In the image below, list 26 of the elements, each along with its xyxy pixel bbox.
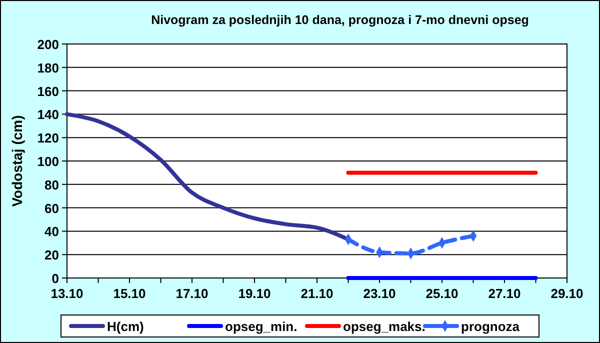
y-tick-label: 120 xyxy=(37,130,59,146)
legend-label: opseg_min. xyxy=(225,319,298,334)
y-tick-label: 60 xyxy=(44,200,59,216)
chart-title: Nivogram za poslednjih 10 dana, prognoza i 7-mo dnevni opseg xyxy=(151,13,529,27)
legend-label: prognoza xyxy=(461,319,520,334)
x-tick-label: 23.10 xyxy=(363,286,396,301)
y-tick-label: 180 xyxy=(37,60,59,76)
y-tick-label: 100 xyxy=(37,154,59,169)
y-tick-label: 20 xyxy=(44,248,59,263)
x-tick-label: 13.10 xyxy=(50,286,84,301)
y-tick-label: 140 xyxy=(37,107,59,122)
x-tick-label: 27.10 xyxy=(488,286,521,301)
y-tick-label: 40 xyxy=(44,224,59,240)
x-tick-label: 25.10 xyxy=(426,286,458,301)
legend-label: H(cm) xyxy=(107,319,144,334)
y-tick-label: 200 xyxy=(37,37,59,52)
x-tick-label: 29.10 xyxy=(550,286,584,301)
x-tick-label: 15.10 xyxy=(113,286,146,301)
x-tick-label: 19.10 xyxy=(238,286,271,301)
y-tick-label: 0 xyxy=(52,271,59,286)
y-tick-label: 80 xyxy=(44,177,59,192)
y-tick-label: 160 xyxy=(37,84,59,99)
x-tick-label: 21.10 xyxy=(300,286,334,301)
x-tick-label: 17.10 xyxy=(176,286,208,301)
legend-label: opseg_maks. xyxy=(343,319,426,334)
y-axis-title: Vodostaj (cm) xyxy=(9,115,25,207)
